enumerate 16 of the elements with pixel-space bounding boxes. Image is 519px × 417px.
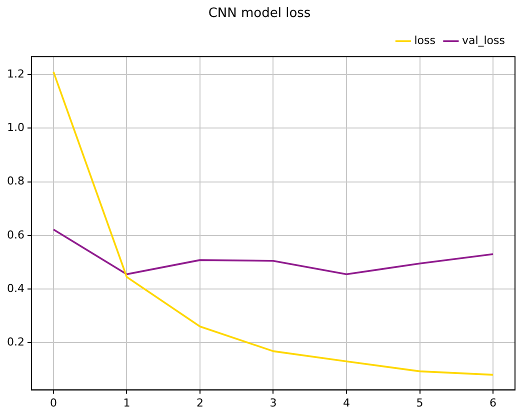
x-tick-label: 0 xyxy=(50,396,57,410)
y-tick-label: 1.2 xyxy=(6,67,24,80)
chart-title: CNN model loss xyxy=(208,6,311,22)
y-tick-label: 0.8 xyxy=(6,174,24,188)
x-tick-label: 6 xyxy=(490,396,497,410)
y-tick-label: 1.0 xyxy=(6,121,24,134)
x-tick-label: 4 xyxy=(343,396,350,410)
legend-label: loss xyxy=(414,34,436,47)
x-tick-label: 3 xyxy=(270,396,277,410)
y-tick-label: 0.4 xyxy=(6,282,24,295)
y-tick-label: 0.6 xyxy=(6,228,24,242)
legend-label: val_loss xyxy=(462,34,506,47)
x-tick-label: 5 xyxy=(416,396,424,410)
x-tick-label: 2 xyxy=(196,396,204,410)
x-tick-label: 1 xyxy=(123,396,130,410)
y-tick-label: 0.2 xyxy=(6,335,24,348)
